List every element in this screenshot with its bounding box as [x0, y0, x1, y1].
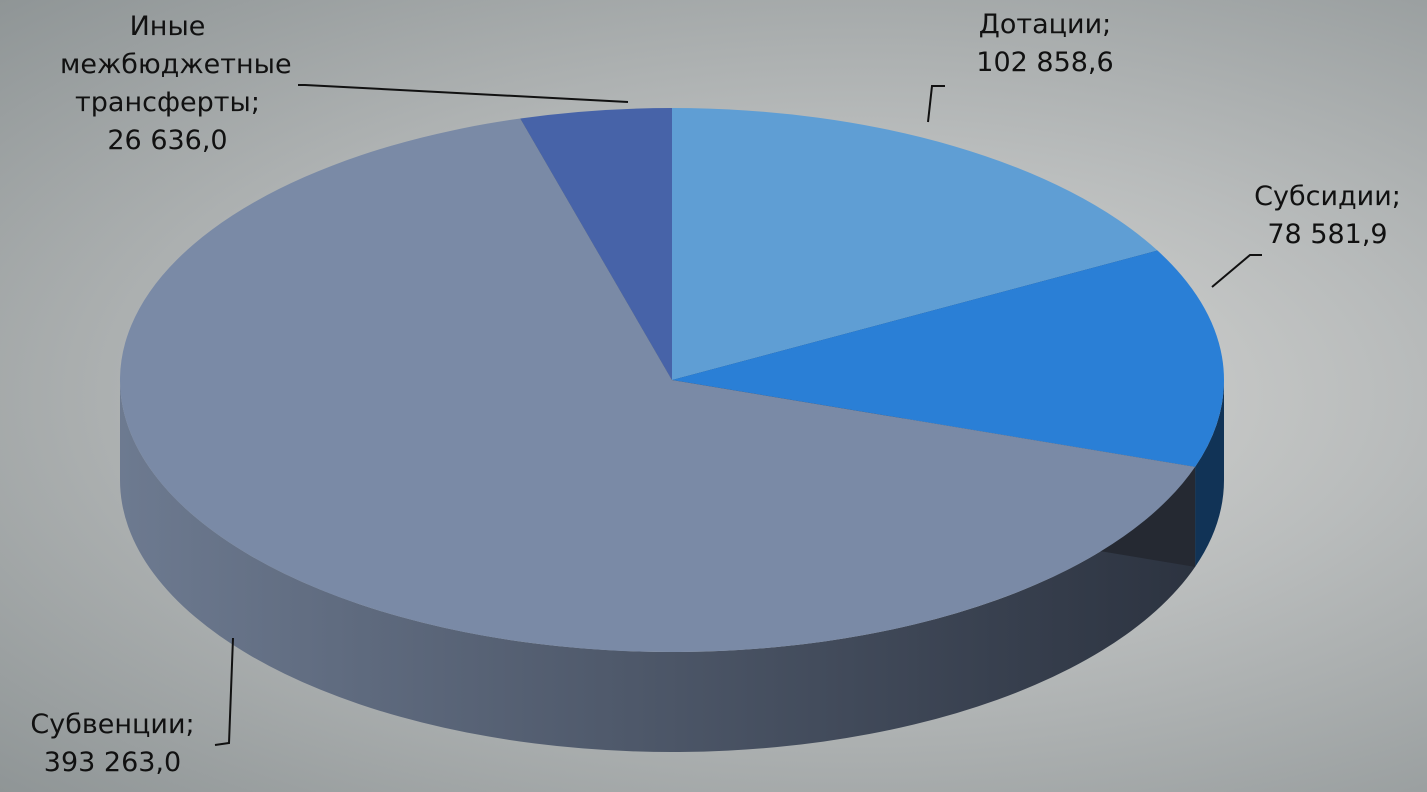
label-separator: ; [251, 87, 260, 118]
label-value: 102 858,6 [976, 47, 1113, 78]
label-category: Дотации [979, 9, 1102, 40]
label-value: 393 263,0 [44, 747, 181, 778]
data-label: Дотации; 102 858,6 [935, 6, 1155, 82]
label-category: Субвенции [30, 709, 185, 740]
label-separator: ; [1392, 181, 1401, 212]
label-value: 78 581,9 [1267, 219, 1387, 250]
data-label: Субсидии;78 581,9 [1225, 178, 1427, 254]
leader-line [1212, 255, 1262, 287]
label-separator: ; [1102, 9, 1111, 40]
slide: Дотации;102 858,6 Субсидии;78 581,9 Субв… [0, 0, 1427, 792]
label-separator: ; [186, 709, 195, 740]
data-label: Субвенции;393 263,0 [0, 706, 225, 782]
leader-line [298, 85, 628, 102]
data-label: Иные межбюджетные трансферты;26 636,0 [60, 8, 275, 160]
label-value: 26 636,0 [107, 125, 227, 156]
label-category: Субсидии [1254, 181, 1392, 212]
leader-line [928, 86, 945, 122]
